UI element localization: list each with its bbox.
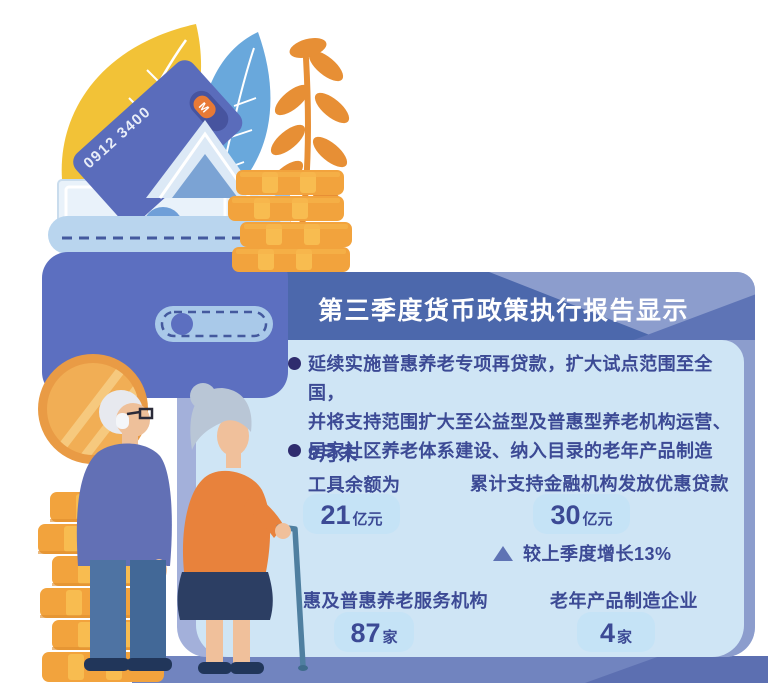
- policy-paragraph-line: 并将支持范围扩大至公益型及普惠型养老机构运营、: [308, 412, 732, 432]
- stat-loans-label: 累计支持金融机构发放优惠贷款: [470, 474, 729, 494]
- growth-note: 较上季度增长13%: [493, 540, 672, 566]
- growth-up-triangle-icon: [493, 545, 513, 561]
- orange-branch-icon: [268, 38, 350, 243]
- stat-institutions-pill: 87 家: [334, 612, 414, 652]
- stat-enterprises-label: 老年产品制造企业: [550, 591, 698, 611]
- gold-coin-icon: [38, 354, 148, 464]
- stat-institutions-label: 惠及普惠养老服务机构: [303, 591, 488, 611]
- panel-title: 第三季度货币政策执行报告显示: [318, 297, 690, 325]
- stat-loans-unit: 亿元: [582, 511, 613, 528]
- policy-paragraph-line: 居家社区养老体系建设、纳入目录的老年产品制造: [308, 441, 713, 461]
- elderly-man: [76, 390, 172, 671]
- period-label: 9月末: [308, 444, 359, 465]
- credit-card: M 0912 3400: [73, 60, 243, 225]
- card-logo: M: [196, 100, 211, 115]
- yellow-leaf-icon: [61, 24, 202, 240]
- stat-enterprises-value: 4: [599, 618, 615, 648]
- growth-note-text: 较上季度增长13%: [523, 544, 672, 564]
- banknote: [57, 179, 234, 235]
- stat-balance-pill: 21 亿元: [303, 494, 400, 534]
- policy-paragraph: 延续实施普惠养老专项再贷款，扩大试点范围至全国， 并将支持范围扩大至公益型及普惠…: [308, 350, 738, 466]
- bullet-dot-icon: [288, 444, 301, 457]
- folded-banknote: [146, 120, 260, 199]
- stat-balance-label: 工具余额为: [308, 475, 401, 495]
- stat-loans-value: 30: [550, 500, 581, 530]
- policy-paragraph-line: 延续实施普惠养老专项再贷款，扩大试点范围至全国，: [308, 354, 713, 403]
- card-number: 0912 3400: [80, 103, 154, 172]
- ground-band: [132, 656, 768, 683]
- stat-balance-value: 21: [320, 500, 351, 530]
- coin-stack: [228, 170, 352, 272]
- stat-enterprises-unit: 家: [617, 629, 633, 646]
- stat-institutions-value: 87: [350, 618, 381, 648]
- stat-balance-unit: 亿元: [352, 511, 383, 528]
- coin-bars: [38, 492, 164, 682]
- stat-loans-pill: 30 亿元: [533, 494, 630, 534]
- stat-institutions-unit: 家: [382, 629, 398, 646]
- report-panel: 第三季度货币政策执行报告显示 延续实施普惠养老专项再贷款，扩大试点范围至全国， …: [177, 272, 755, 657]
- stat-enterprises-pill: 4 家: [577, 612, 655, 652]
- bullet-dot-icon: [288, 357, 301, 370]
- blue-leaf-icon: [198, 32, 271, 212]
- banknote-edge: [232, 178, 290, 222]
